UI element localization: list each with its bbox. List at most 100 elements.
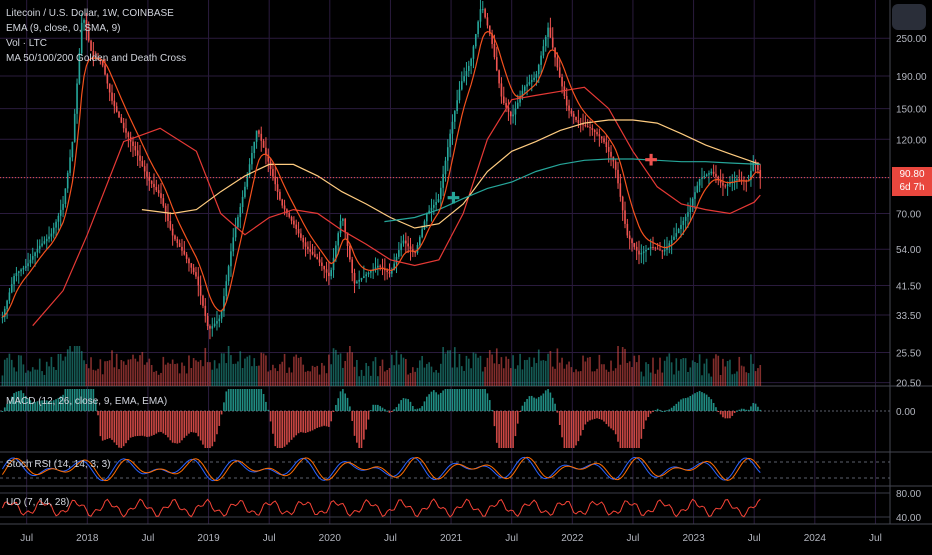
candle-body [248,164,251,176]
last-price: 90.80 [899,169,925,180]
candle-body [17,271,20,273]
candle-body [381,266,384,269]
volume-bar [113,367,116,386]
candle-body [76,83,78,114]
macd-histogram-bar [178,411,181,443]
macd-histogram-bar [106,411,109,440]
volume-bar [99,359,102,386]
macd-histogram-bar [477,389,479,411]
volume-bar [488,350,491,386]
volume-bar [157,374,160,386]
x-tick-label: 2021 [440,533,463,544]
volume-bar [171,359,174,386]
candle-body [188,258,190,264]
volume-bar [223,353,225,386]
volume-bar [302,364,305,386]
y-tick-label: 41.50 [896,281,921,292]
candle-body [472,46,475,59]
macd-histogram-bar [722,411,724,418]
macd-histogram-bar [624,411,626,448]
candle-body [232,237,235,252]
volume-bar [474,353,477,386]
macd-histogram-bar [129,411,132,438]
macd-histogram-bar [523,401,526,411]
macd-histogram-bar [3,407,6,411]
volume-bar [502,368,505,386]
candle-body [666,246,668,250]
volume-bar [370,375,372,386]
macd-histogram-bar [276,411,279,448]
candle-body [29,259,32,264]
ma-legend[interactable]: MA 50/100/200 Golden and Death Cross [6,53,187,64]
candle-body [607,147,610,152]
volume-bar [584,361,587,386]
macd-histogram-bar [628,411,631,448]
candle-body [20,269,22,272]
macd-histogram-bar [71,389,74,411]
macd-histogram-bar [537,397,540,411]
volume-bar [759,365,762,386]
volume-bar [379,365,381,386]
candle-body [227,266,230,282]
macd-histogram-bar [446,389,449,411]
candle-body [724,185,727,187]
candle-body [705,174,708,177]
candle-body [199,285,202,296]
candle-body [500,83,503,97]
volume-bar [344,360,347,386]
macd-histogram-bar [50,401,53,411]
volume-bar [346,352,349,386]
candle-body [36,248,39,253]
macd-histogram-bar [288,411,291,443]
y-tick-label: 150.00 [896,105,927,116]
volume-bar [27,370,29,386]
y-tick-label: 120.00 [896,135,927,146]
candle-body [169,221,172,229]
volume-bar [59,353,62,386]
volume-bar [211,369,214,386]
volume-bar [239,351,242,386]
macd-histogram-bar [342,389,344,411]
candle-body [507,107,510,112]
candle-body [491,33,493,45]
candle-body [554,47,556,58]
candle-body [663,249,666,252]
macd-histogram-bar [265,401,267,411]
volume-bar [337,354,340,386]
candle-body [185,254,188,259]
candle-body [111,92,113,101]
candle-body [640,252,643,255]
macd-pane-label[interactable]: MACD (12, 26, close, 9, EMA, EMA) [6,396,168,407]
stoch-pane-label[interactable]: Stoch RSI (14, 14, 3, 3) [6,459,111,470]
uo-pane-label[interactable]: UO (7, 14, 28) [6,497,70,508]
candle-body [624,210,626,224]
macd-histogram-bar [493,411,496,427]
macd-histogram-bar [344,393,347,411]
volume-bar [323,365,326,386]
candle-body [628,235,631,240]
candle-body [272,168,274,177]
volume-bar [589,356,591,386]
macd-histogram-bar [705,394,708,411]
symbol-title[interactable]: Litecoin / U.S. Dollar, 1W, COINBASE [6,8,174,19]
volume-bar [246,356,249,386]
candle-body [603,138,605,143]
volume-legend[interactable]: Vol · LTC [6,38,47,49]
macd-histogram-bar [421,406,423,411]
volume-bar [197,361,200,386]
candle-body [568,105,570,111]
candle-body [701,177,703,179]
macd-histogram-bar [577,411,580,442]
volume-bar [633,355,636,386]
ema-legend[interactable]: EMA (9, close, 0, SMA, 9) [6,23,121,34]
macd-histogram-bar [668,409,671,411]
volume-bar [705,358,708,386]
macd-histogram-bar [642,411,645,430]
settings-button[interactable] [892,4,926,30]
volume-bar [752,363,755,386]
candle-body [523,86,526,91]
macd-histogram-bar [69,389,71,411]
macd-histogram-bar [710,399,713,411]
